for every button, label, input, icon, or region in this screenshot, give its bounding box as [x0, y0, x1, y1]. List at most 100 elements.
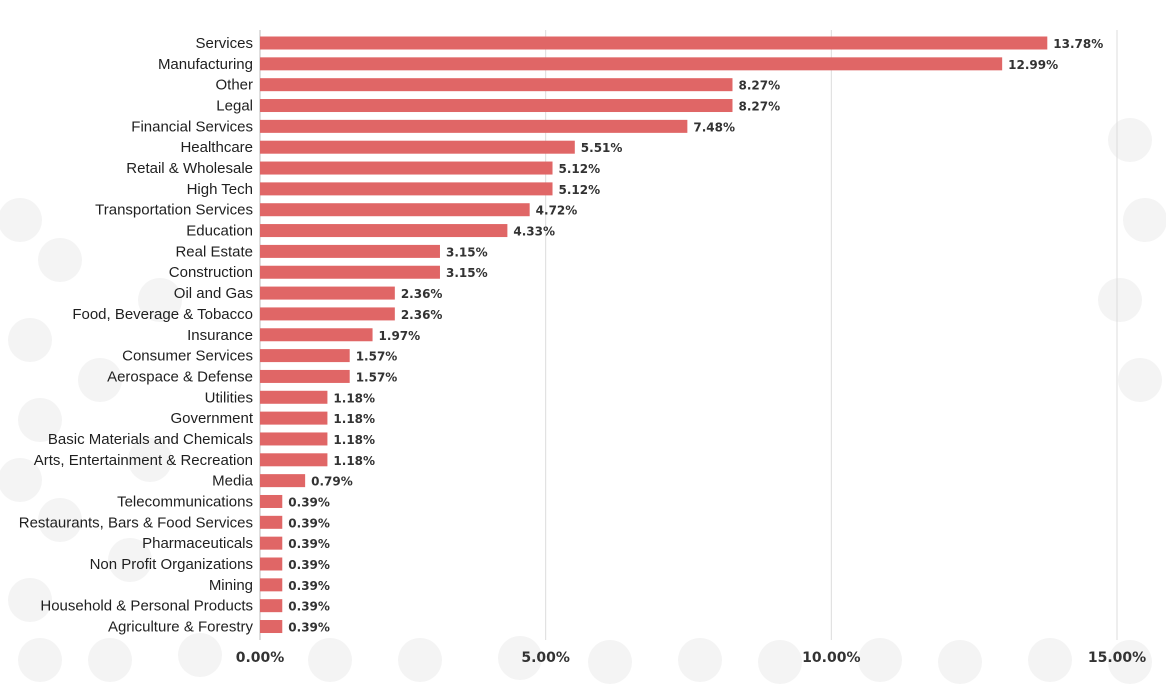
- value-label: 0.39%: [288, 558, 330, 572]
- value-label: 1.18%: [333, 412, 375, 426]
- bar: [260, 390, 328, 404]
- decor-dot: [1098, 278, 1142, 322]
- category-label: Telecommunications: [117, 493, 253, 510]
- decor-dot: [758, 640, 802, 684]
- decor-dot: [1028, 638, 1072, 682]
- category-label: Manufacturing: [158, 56, 253, 73]
- category-label: Consumer Services: [122, 348, 253, 365]
- value-label: 0.39%: [288, 495, 330, 509]
- decor-dot: [88, 638, 132, 682]
- x-tick-label: 15.00%: [1088, 650, 1146, 666]
- category-label: Food, Beverage & Tobacco: [72, 306, 253, 323]
- category-label: Retail & Wholesale: [126, 160, 253, 177]
- background-decor: [0, 118, 1166, 684]
- category-label: High Tech: [187, 181, 253, 198]
- category-labels: Services Manufacturing Other Legal Financial…: [19, 35, 254, 636]
- bar: [260, 161, 553, 175]
- value-label: 5.51%: [581, 141, 623, 155]
- value-label: 2.36%: [401, 287, 443, 301]
- value-label: 2.36%: [401, 308, 443, 322]
- value-label: 1.18%: [333, 454, 375, 468]
- decor-dot: [0, 458, 42, 502]
- category-label: Construction: [169, 264, 253, 281]
- value-label: 0.39%: [288, 600, 330, 614]
- category-label: Basic Materials and Chemicals: [48, 431, 253, 448]
- category-label: Government: [170, 410, 253, 427]
- category-label: Agriculture & Forestry: [108, 619, 254, 636]
- value-label: 12.99%: [1008, 58, 1058, 72]
- x-tick-label: 0.00%: [236, 650, 285, 666]
- decor-dot: [498, 636, 542, 680]
- decor-dot: [138, 278, 182, 322]
- value-label: 5.12%: [559, 183, 601, 197]
- category-label: Restaurants, Bars & Food Services: [19, 514, 253, 531]
- value-label: 5.12%: [559, 162, 601, 176]
- bar: [260, 620, 283, 634]
- value-label: 8.27%: [738, 79, 780, 93]
- bar: [260, 203, 530, 217]
- bar: [260, 328, 373, 342]
- decor-dot: [38, 238, 82, 282]
- category-label: Media: [212, 473, 254, 490]
- value-label: 13.78%: [1053, 37, 1103, 51]
- category-label: Mining: [209, 577, 253, 594]
- bar: [260, 78, 733, 92]
- x-tick-label: 5.00%: [521, 650, 570, 666]
- bar: [260, 265, 440, 279]
- decor-dot: [1108, 118, 1152, 162]
- category-label: Healthcare: [180, 139, 253, 156]
- x-tick-label: 10.00%: [802, 650, 860, 666]
- bar: [260, 119, 688, 133]
- decor-dot: [128, 438, 172, 482]
- value-label: 1.97%: [379, 329, 421, 343]
- decor-dot: [38, 498, 82, 542]
- category-label: Financial Services: [131, 118, 253, 135]
- decor-dot: [178, 633, 222, 677]
- category-label: Aerospace & Defense: [107, 368, 253, 385]
- value-label: 4.72%: [536, 204, 578, 218]
- bar: [260, 307, 395, 321]
- value-label: 1.18%: [333, 391, 375, 405]
- value-label: 0.39%: [288, 516, 330, 530]
- x-axis-ticks: 0.00% 5.00% 10.00% 15.00%: [236, 650, 1146, 666]
- category-label: Education: [186, 223, 253, 240]
- value-labels: 13.78%12.99%8.27%8.27%7.48%5.51%5.12%5.1…: [288, 37, 1103, 635]
- category-label: Household & Personal Products: [40, 598, 253, 615]
- bar: [260, 474, 306, 488]
- value-label: 7.48%: [693, 120, 735, 134]
- value-label: 3.15%: [446, 266, 488, 280]
- bar: [260, 140, 575, 154]
- category-label: Services: [195, 35, 253, 52]
- value-label: 1.57%: [356, 350, 398, 364]
- decor-dot: [588, 640, 632, 684]
- decor-dot: [18, 638, 62, 682]
- bar: [260, 432, 328, 446]
- bar: [260, 557, 283, 571]
- decor-dot: [678, 638, 722, 682]
- decor-dot: [18, 398, 62, 442]
- bar: [260, 494, 283, 508]
- category-label: Oil and Gas: [174, 285, 253, 302]
- bar: [260, 515, 283, 529]
- value-label: 4.33%: [513, 225, 555, 239]
- bar: [260, 411, 328, 425]
- bar: [260, 536, 283, 550]
- bars: [260, 36, 1048, 634]
- category-label: Non Profit Organizations: [90, 556, 253, 573]
- value-label: 0.39%: [288, 621, 330, 635]
- bar: [260, 99, 733, 113]
- category-label: Utilities: [205, 389, 253, 406]
- decor-dot: [8, 578, 52, 622]
- decor-dot: [308, 638, 352, 682]
- decor-dot: [78, 358, 122, 402]
- category-label: Pharmaceuticals: [142, 535, 253, 552]
- value-label: 0.39%: [288, 579, 330, 593]
- bar: [260, 286, 395, 300]
- decor-dot: [8, 318, 52, 362]
- category-label: Transportation Services: [95, 202, 253, 219]
- value-label: 0.79%: [311, 475, 353, 489]
- decor-dot: [938, 640, 982, 684]
- bar: [260, 57, 1003, 71]
